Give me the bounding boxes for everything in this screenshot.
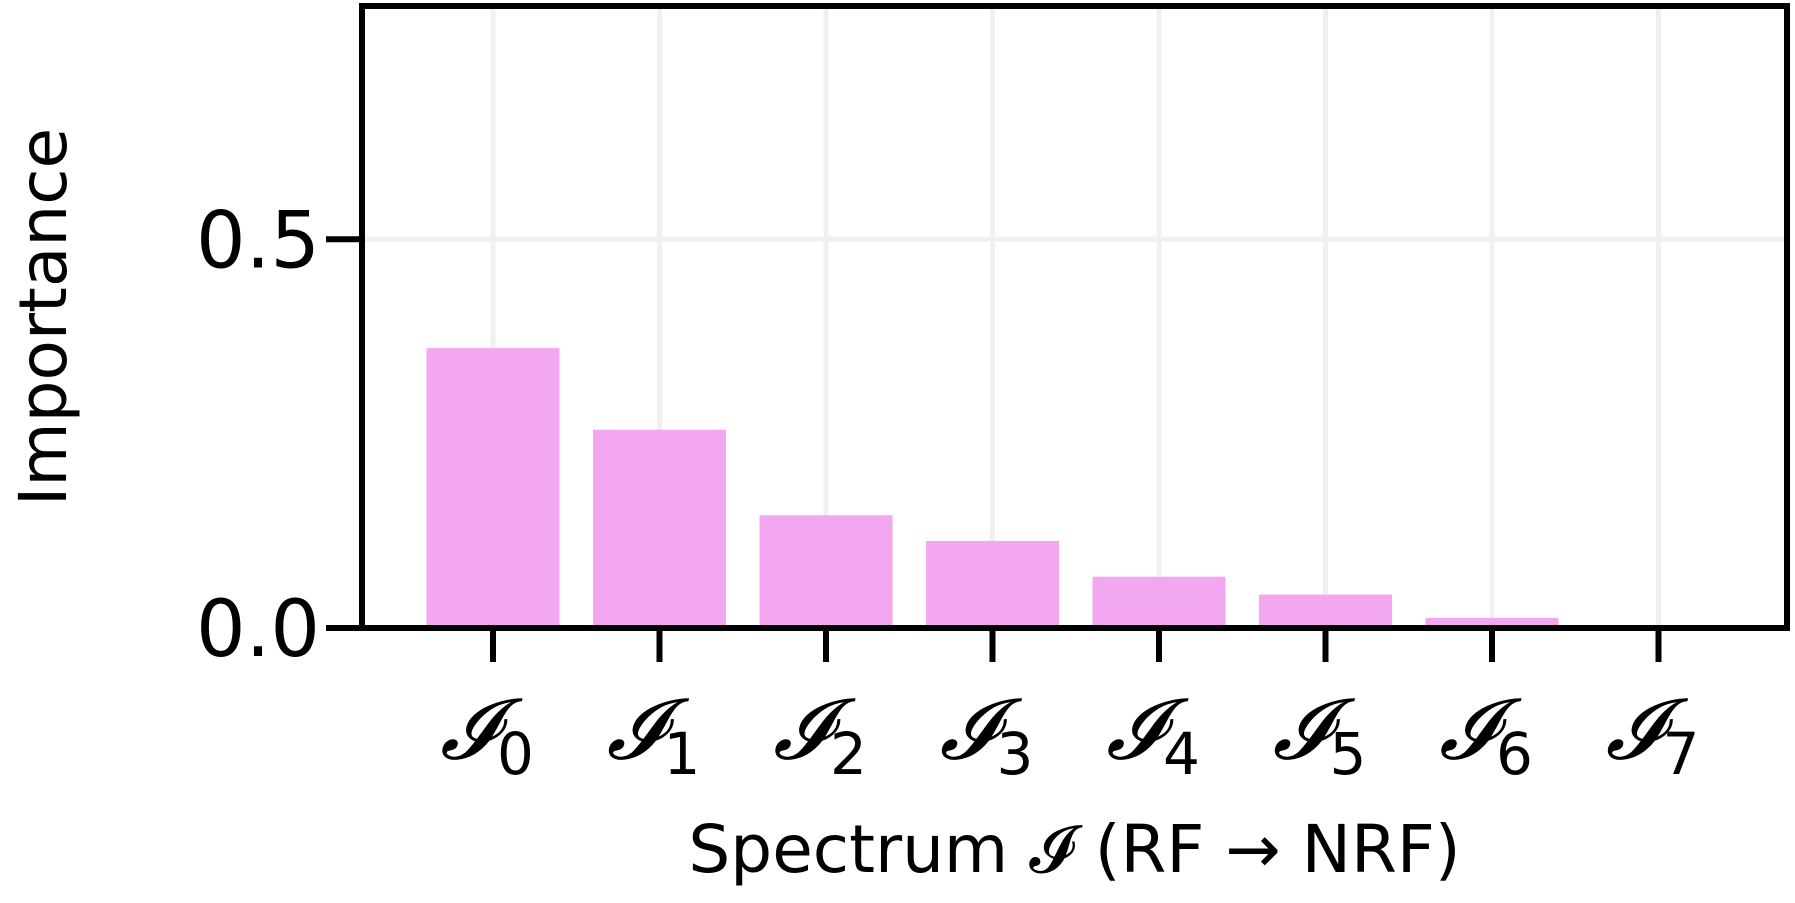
- bars: [426, 348, 1559, 628]
- x-tick-label: 𝓘2: [773, 680, 867, 788]
- bar: [1425, 617, 1559, 628]
- x-tick-label: 𝓘4: [1106, 680, 1200, 788]
- y-tick-label: 0.5: [196, 196, 320, 286]
- x-axis-ticks: 𝓘0 𝓘1 𝓘2 𝓘3 𝓘4 𝓘5 𝓘6 𝓘7: [440, 628, 1699, 788]
- y-tick-label: 0.0: [196, 585, 320, 675]
- bar: [926, 540, 1059, 628]
- bar: [1259, 594, 1392, 628]
- y-axis-label: Importance: [5, 128, 82, 506]
- x-tick-label: 𝓘7: [1606, 680, 1700, 788]
- x-tick-label: 𝓘6: [1439, 680, 1533, 788]
- x-axis-label: Spectrum 𝓘 (RF → NRF): [688, 811, 1460, 888]
- grid: [362, 6, 1787, 631]
- bar: [1092, 576, 1226, 628]
- plot-frame: [359, 3, 1790, 631]
- bar: [593, 429, 726, 628]
- x-tick-label: 𝓘3: [940, 680, 1034, 788]
- x-tick-label: 𝓘5: [1273, 680, 1367, 788]
- bar: [759, 515, 893, 628]
- x-tick-label: 𝓘1: [607, 680, 701, 788]
- x-tick-label: 𝓘0: [440, 680, 534, 788]
- bar: [426, 348, 560, 628]
- y-axis-ticks: 0.0 0.5: [196, 196, 362, 675]
